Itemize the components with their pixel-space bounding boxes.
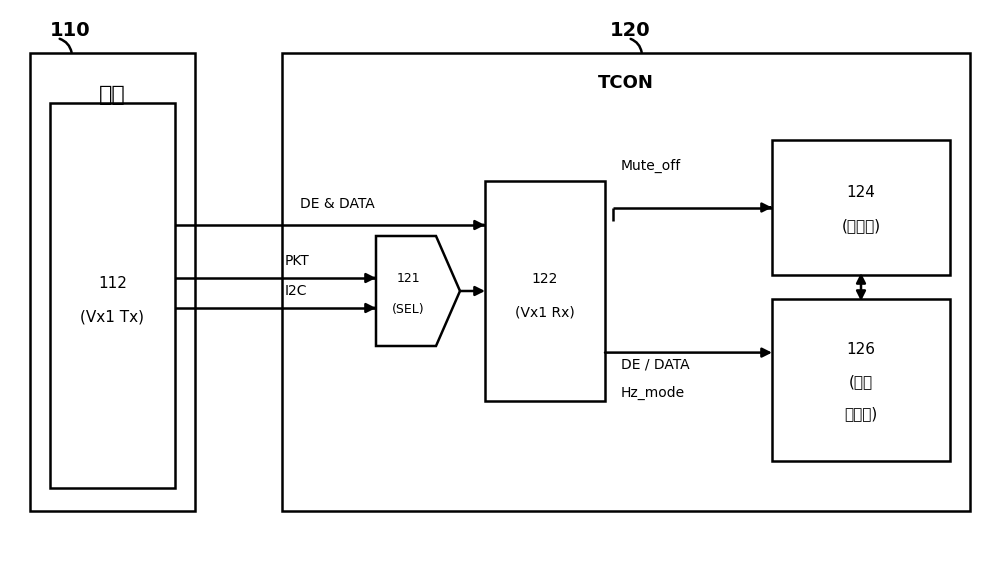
- Text: 处理器): 处理器): [844, 406, 878, 422]
- Text: 124: 124: [847, 185, 875, 200]
- Bar: [30, 53, 195, 511]
- Text: (图像: (图像: [849, 374, 873, 390]
- Bar: [485, 181, 605, 401]
- Text: (控制器): (控制器): [841, 218, 881, 233]
- Text: (Vx1 Tx): (Vx1 Tx): [80, 310, 144, 325]
- Text: 110: 110: [50, 20, 91, 39]
- Text: 120: 120: [610, 20, 650, 39]
- Text: (Vx1 Rx): (Vx1 Rx): [515, 306, 575, 320]
- Bar: [50, 103, 175, 488]
- Bar: [772, 140, 950, 275]
- Text: 122: 122: [532, 272, 558, 286]
- Bar: [282, 53, 970, 511]
- Text: 126: 126: [846, 342, 876, 358]
- Text: I2C: I2C: [285, 284, 308, 298]
- Text: Hz_mode: Hz_mode: [621, 386, 685, 400]
- Text: PKT: PKT: [285, 254, 310, 268]
- Text: DE / DATA: DE / DATA: [621, 358, 690, 372]
- Text: DE & DATA: DE & DATA: [300, 197, 375, 211]
- Text: 机组: 机组: [99, 85, 126, 105]
- Text: 121: 121: [396, 272, 420, 285]
- Text: 112: 112: [98, 276, 127, 291]
- Text: (SEL): (SEL): [392, 302, 424, 315]
- Polygon shape: [376, 236, 460, 346]
- Text: Mute_off: Mute_off: [621, 159, 681, 173]
- Bar: [772, 299, 950, 461]
- Text: TCON: TCON: [598, 74, 654, 92]
